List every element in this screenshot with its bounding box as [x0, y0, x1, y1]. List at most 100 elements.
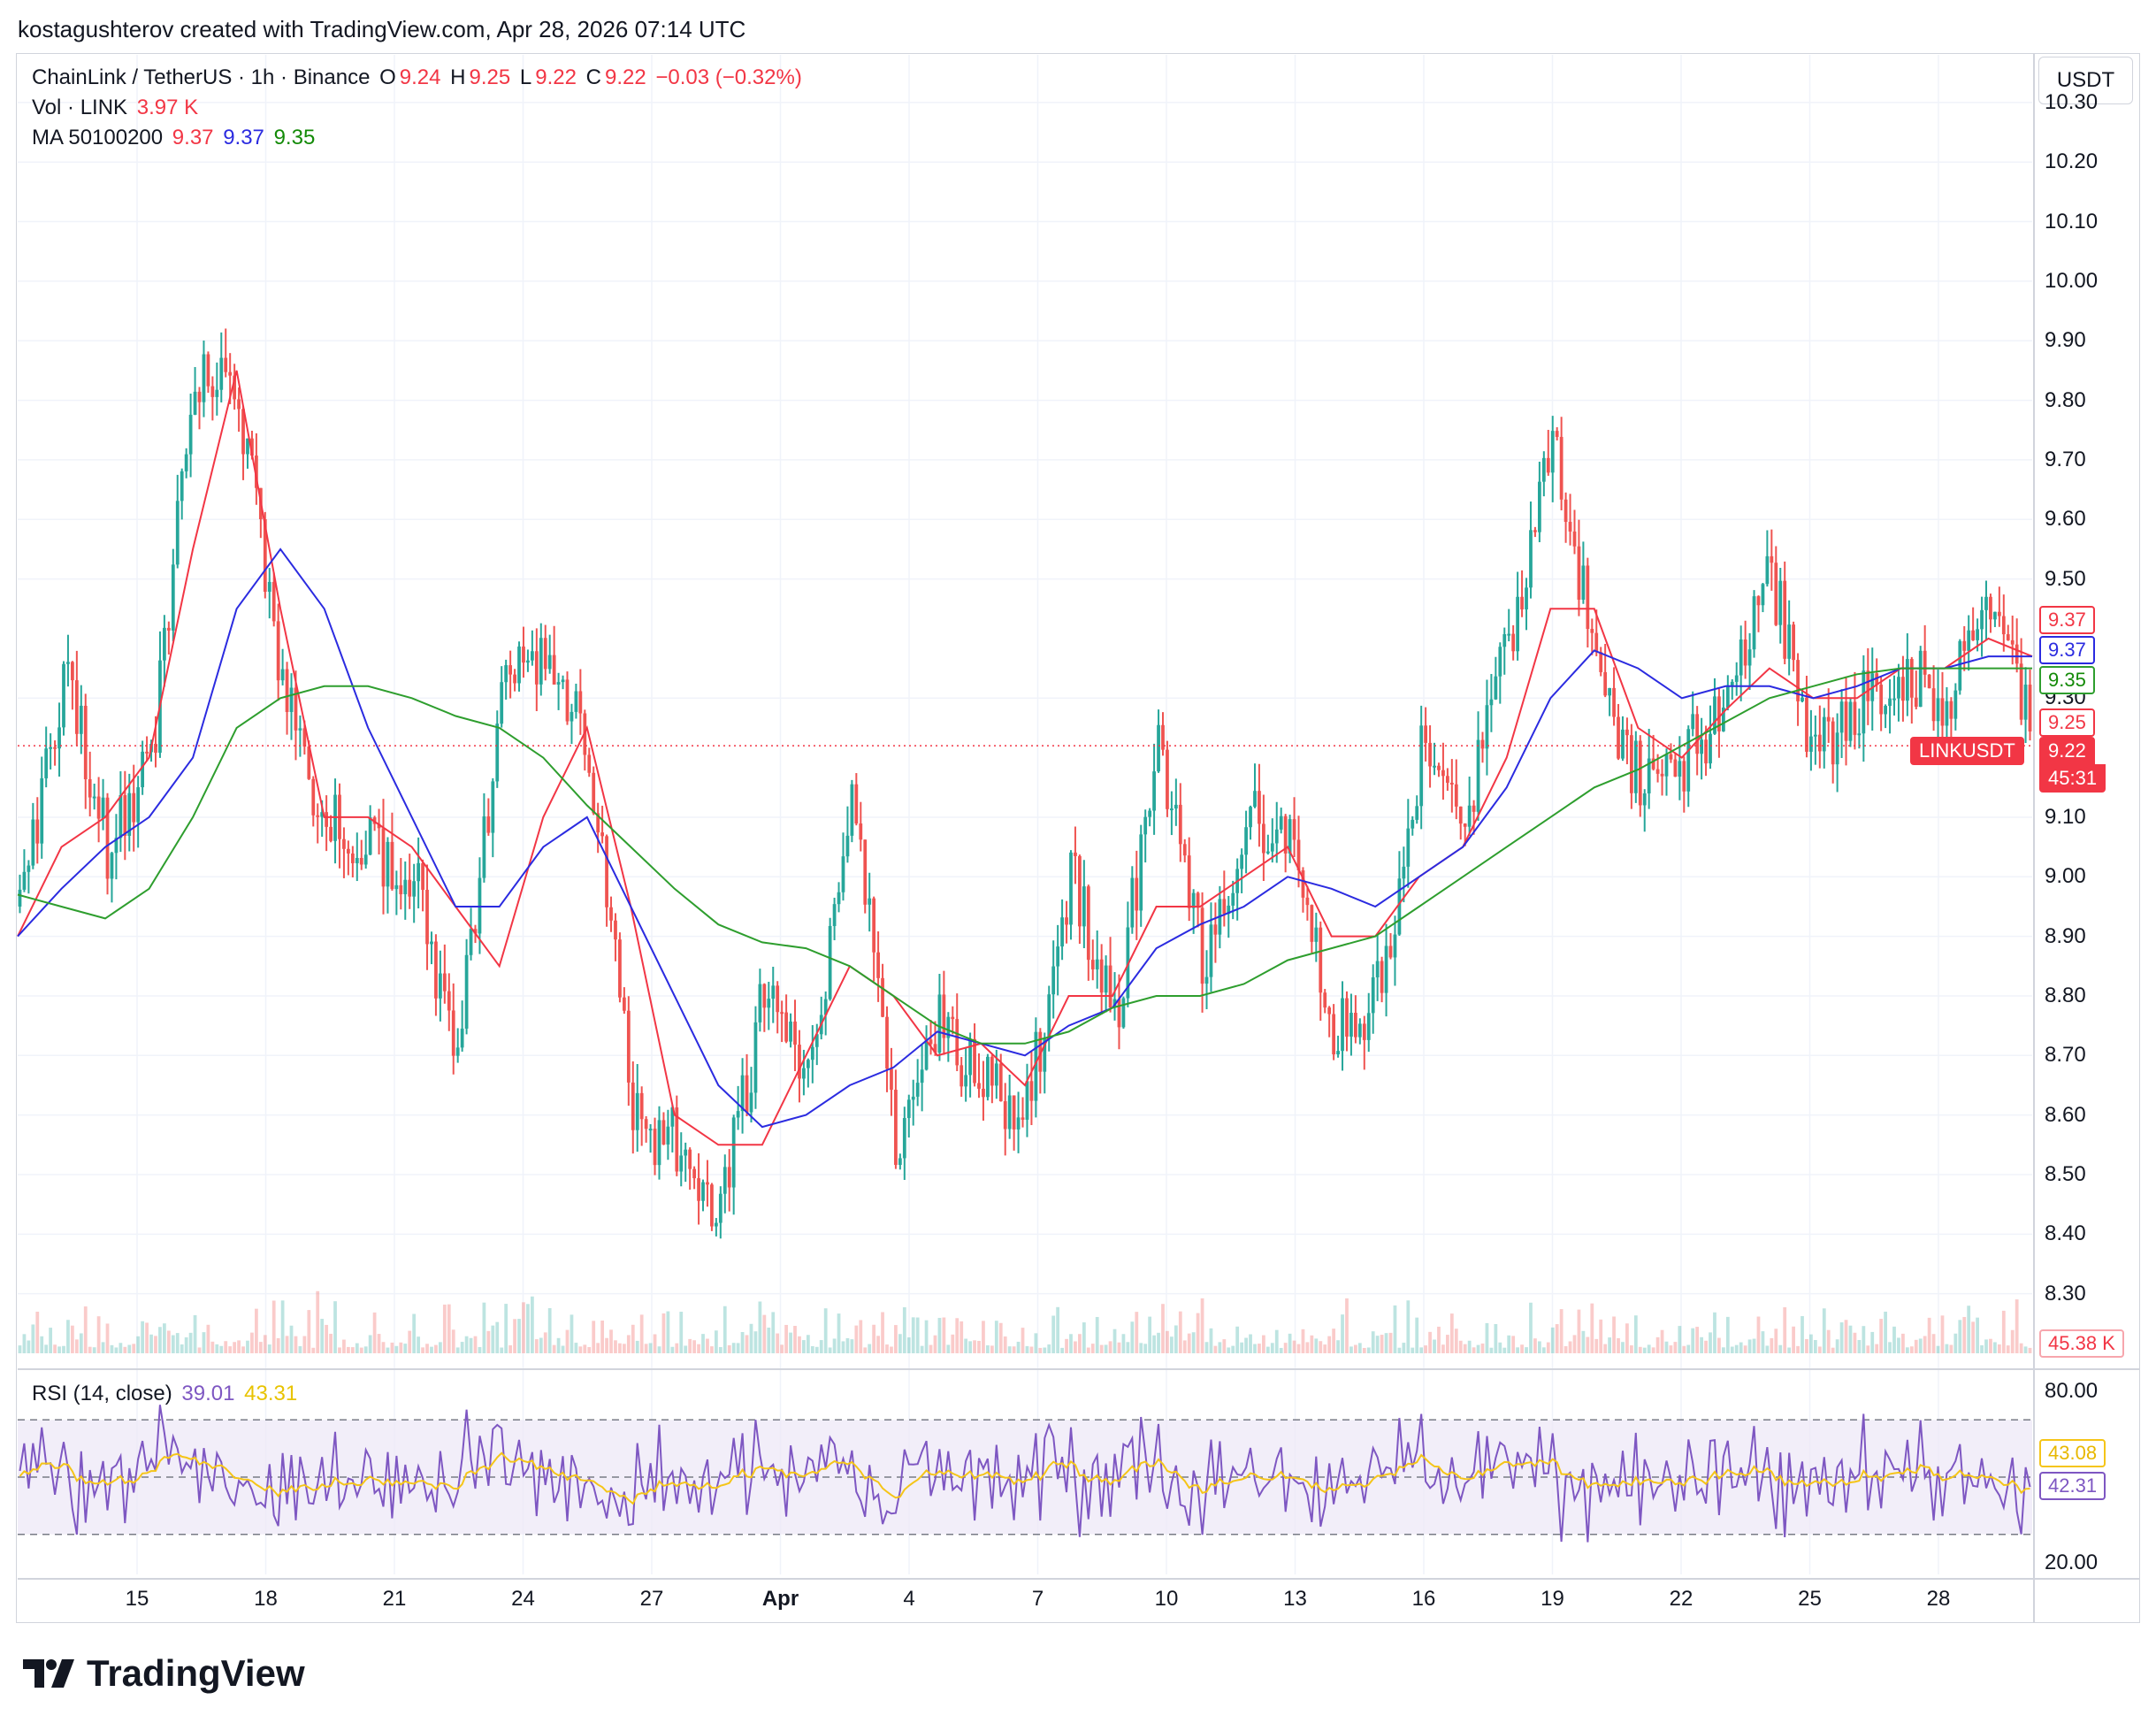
- volume-bar: [101, 1342, 105, 1353]
- candle-body: [1170, 808, 1174, 811]
- candle-body: [1993, 611, 1997, 620]
- candle-body: [2015, 644, 2019, 664]
- volume-bar: [1525, 1347, 1528, 1353]
- volume-bar: [83, 1306, 88, 1353]
- volume-bar: [626, 1335, 631, 1353]
- candle-body: [1713, 696, 1716, 734]
- candle-body: [228, 371, 233, 376]
- volume-bar: [600, 1321, 604, 1353]
- volume-bar: [347, 1346, 350, 1353]
- price-tick-label: 9.90: [2045, 328, 2086, 353]
- volume-bar: [823, 1308, 828, 1353]
- volume-label[interactable]: Vol · LINK: [32, 96, 128, 119]
- candle-body: [166, 627, 171, 631]
- candle-body: [215, 389, 219, 397]
- candle-body: [1638, 740, 1642, 806]
- candle-body: [495, 724, 500, 782]
- candle-body: [1853, 701, 1857, 735]
- candle-body: [1621, 729, 1625, 759]
- volume-bar: [1621, 1342, 1625, 1353]
- time-tick-label: 19: [1541, 1587, 1564, 1611]
- candle-body: [1078, 855, 1082, 927]
- volume-bar: [1664, 1341, 1669, 1353]
- volume-bar: [1835, 1339, 1839, 1353]
- candle-body: [1056, 946, 1060, 967]
- candle-body: [403, 879, 408, 895]
- chart-caption: kostagushterov created with TradingView.…: [18, 16, 746, 42]
- symbol-title[interactable]: ChainLink / TetherUS · 1h · Binance: [32, 65, 371, 89]
- candle-body: [1783, 580, 1787, 659]
- volume-bar: [902, 1306, 906, 1353]
- volume-bar: [158, 1327, 162, 1353]
- candle-body: [1433, 765, 1436, 768]
- volume-bar: [959, 1321, 964, 1353]
- candle-body: [679, 1155, 684, 1172]
- volume-bar: [1472, 1347, 1476, 1353]
- candle-body: [184, 454, 188, 471]
- rsi-tick-label: 80.00: [2045, 1378, 2099, 1403]
- volume-bar: [1182, 1340, 1187, 1353]
- volume-bar: [1734, 1344, 1739, 1353]
- candle-body: [1498, 647, 1502, 677]
- volume-bar: [377, 1334, 381, 1353]
- volume-bar: [1993, 1342, 1997, 1353]
- volume-bar: [49, 1328, 53, 1353]
- candle-body: [1388, 946, 1393, 958]
- candle-body: [1568, 521, 1572, 532]
- candle-body: [982, 1088, 985, 1098]
- volume-bar: [390, 1342, 394, 1353]
- candle-body: [793, 1021, 797, 1045]
- candle-body: [1805, 697, 1808, 752]
- volume-bar: [215, 1344, 219, 1353]
- candle-body: [1449, 782, 1454, 785]
- volume-bar: [141, 1321, 145, 1353]
- volume-bar: [224, 1341, 228, 1353]
- candle-body: [350, 853, 355, 863]
- candle-body: [1166, 749, 1169, 809]
- volume-bar: [478, 1346, 482, 1353]
- volume-bar: [333, 1301, 337, 1353]
- volume-bar: [1227, 1347, 1231, 1353]
- close-label: C: [585, 65, 601, 89]
- candle-body: [1200, 907, 1204, 984]
- volume-bar: [543, 1332, 547, 1353]
- volume-bar: [258, 1342, 263, 1353]
- volume-bar: [530, 1296, 534, 1353]
- rsi-label[interactable]: RSI (14, close): [32, 1382, 172, 1405]
- candle-body: [1862, 670, 1866, 734]
- volume-bar: [1288, 1333, 1292, 1353]
- candle-body: [1227, 905, 1231, 915]
- tradingview-logo[interactable]: TradingView: [23, 1652, 305, 1695]
- candle-body: [784, 1012, 788, 1042]
- candle-body: [88, 779, 92, 798]
- candle-body: [881, 977, 884, 1017]
- ma-label[interactable]: MA 50100200: [32, 126, 164, 149]
- candle-body: [1774, 563, 1778, 625]
- volume-bar: [1296, 1344, 1301, 1353]
- candle-body: [859, 823, 863, 840]
- volume-bar: [688, 1338, 692, 1353]
- volume-bar: [2010, 1329, 2015, 1353]
- candle-body: [368, 817, 372, 855]
- candle-body: [408, 879, 412, 897]
- candle-body: [1108, 965, 1112, 1008]
- volume-bar: [263, 1335, 267, 1353]
- volume-bar: [1292, 1340, 1296, 1353]
- candle-body: [1016, 1117, 1021, 1130]
- volume-bar: [62, 1345, 65, 1353]
- currency-unit-button[interactable]: USDT: [2038, 57, 2133, 104]
- candle-body: [1143, 816, 1148, 835]
- volume-bar: [1568, 1341, 1572, 1353]
- volume-bar: [1139, 1343, 1143, 1353]
- volume-bar: [1099, 1344, 1104, 1353]
- candle-body: [1897, 677, 1900, 699]
- candle-body: [1765, 555, 1770, 585]
- volume-bar: [618, 1343, 622, 1353]
- volume-bar: [1213, 1345, 1218, 1353]
- volume-bar: [1936, 1345, 1940, 1353]
- price-tick-label: 9.80: [2045, 387, 2086, 412]
- volume-bar: [1349, 1346, 1353, 1353]
- candle-body: [71, 662, 74, 681]
- volume-bar: [1541, 1347, 1546, 1353]
